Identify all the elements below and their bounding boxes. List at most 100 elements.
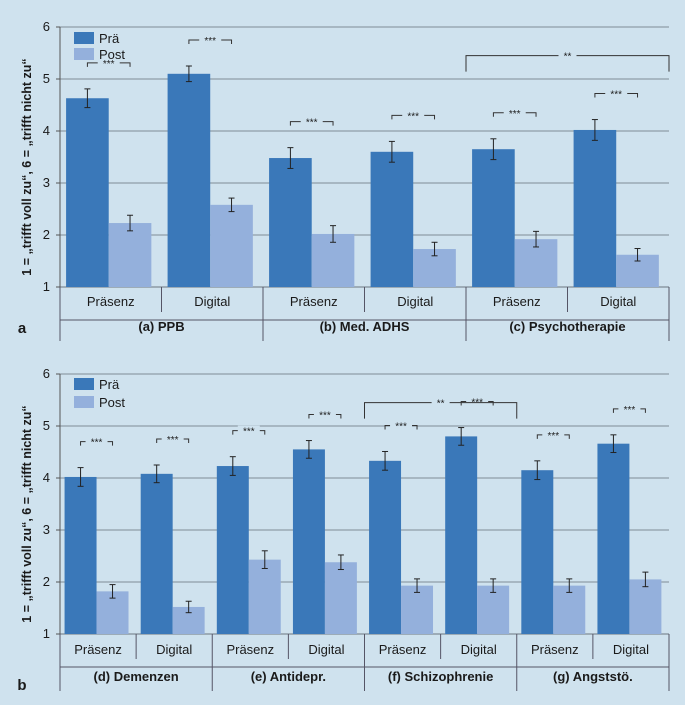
legend-label-pre: Prä (99, 31, 120, 46)
group-label: (f) Schizophrenie (388, 669, 493, 684)
category-label: Digital (461, 642, 497, 657)
significance-mask (466, 396, 489, 406)
significance-mask (85, 436, 108, 446)
significance-label: *** (610, 90, 622, 101)
group-comparison-label: ** (564, 52, 572, 63)
bar-post (311, 233, 355, 287)
significance-mask (161, 434, 184, 443)
category-label: Digital (600, 294, 636, 309)
bar-pre (597, 443, 630, 634)
significance-mask (237, 425, 260, 435)
bar-post (108, 223, 152, 287)
group-comparison-label: ** (437, 399, 445, 410)
y-tick-label: 1 (43, 626, 50, 641)
bar-pre (573, 129, 617, 287)
significance-mask (97, 57, 120, 67)
bar-pre (66, 98, 109, 288)
significance-mask (313, 409, 336, 419)
category-label: Präsenz (290, 294, 338, 309)
y-tick-label: 3 (43, 522, 50, 537)
category-label: Digital (156, 642, 192, 657)
bar-pre (269, 158, 312, 287)
y-axis-label: 1 = „trifft voll zu“, 6 = „trifft nicht … (20, 58, 34, 275)
y-tick-label: 4 (43, 470, 50, 485)
bar-pre (140, 473, 173, 634)
bar-pre (472, 149, 515, 287)
significance-mask (390, 420, 413, 430)
legend-swatch-pre (74, 32, 94, 44)
legend-swatch-pre (74, 378, 94, 390)
significance-label: *** (509, 109, 521, 120)
legend-label-pre: Prä (99, 377, 120, 392)
category-label: Präsenz (87, 294, 135, 309)
y-tick-label: 5 (43, 418, 50, 433)
bar-post (401, 585, 434, 634)
y-tick-label: 3 (43, 175, 50, 190)
category-label: Präsenz (531, 642, 579, 657)
bar-pre (370, 151, 414, 287)
bar-pre (521, 470, 554, 634)
group-label: (c) Psychotherapie (509, 319, 625, 334)
legend-swatch-post (74, 396, 94, 408)
significance-mask (300, 116, 323, 126)
category-label: Präsenz (226, 642, 274, 657)
y-axis-label: 1 = „trifft voll zu“, 6 = „trifft nicht … (20, 405, 34, 622)
panel-label: a (18, 320, 27, 337)
category-label: Präsenz (379, 642, 427, 657)
significance-label: *** (319, 411, 331, 422)
bar-post (629, 579, 662, 634)
bar-post (553, 585, 586, 634)
category-label: Präsenz (74, 642, 122, 657)
y-tick-label: 5 (43, 71, 50, 86)
significance-mask (618, 403, 641, 413)
y-tick-label: 2 (43, 574, 50, 589)
bar-post (248, 559, 281, 634)
significance-mask (402, 110, 425, 120)
group-label: (d) Demenzen (94, 669, 179, 684)
group-label: (e) Antidepr. (251, 669, 326, 684)
bar-post (477, 585, 510, 634)
significance-label: *** (306, 118, 318, 129)
legend-label-post: Post (99, 47, 125, 62)
category-label: Digital (194, 294, 230, 309)
y-tick-label: 6 (43, 366, 50, 381)
y-tick-label: 4 (43, 123, 50, 138)
significance-label: *** (167, 435, 179, 446)
significance-label: *** (395, 421, 407, 432)
group-comparison-mask (558, 50, 577, 60)
bar-pre (216, 466, 249, 634)
significance-label: *** (204, 36, 216, 47)
significance-label: *** (407, 111, 419, 122)
significance-label: *** (103, 59, 115, 70)
y-tick-label: 2 (43, 227, 50, 242)
chart-panel-b: 1 2 3 4 5 6 1 = „trifft voll zu“, 6 = „trifft … (17, 366, 670, 694)
significance-mask (605, 88, 628, 98)
legend-swatch-post (74, 48, 94, 60)
legend-label-post: Post (99, 395, 125, 410)
bar-pre (167, 73, 211, 287)
category-label: Digital (613, 642, 649, 657)
category-label: Präsenz (493, 294, 541, 309)
panel-label: b (17, 677, 26, 694)
significance-label: *** (624, 405, 636, 416)
group-comparison-mask (431, 397, 450, 407)
significance-mask (199, 35, 222, 44)
bar-pre (292, 449, 325, 634)
y-tick-label: 1 (43, 279, 50, 294)
y-tick-label: 6 (43, 19, 50, 34)
group-label: (a) PPB (138, 319, 184, 334)
significance-mask (542, 429, 565, 439)
bar-pre (445, 436, 478, 634)
significance-label: *** (91, 438, 103, 449)
chart-panel-a: 1 2 3 4 5 6 1 = „trifft voll zu“, 6 = „trifft … (18, 19, 670, 341)
bar-pre (369, 460, 402, 634)
category-label: Digital (308, 642, 344, 657)
group-label: (b) Med. ADHS (320, 319, 410, 334)
bar-post (324, 562, 357, 634)
significance-mask (503, 107, 526, 117)
category-label: Digital (397, 294, 433, 309)
bar-pre (64, 476, 97, 634)
bar-post (210, 204, 253, 287)
significance-label: *** (243, 427, 255, 438)
